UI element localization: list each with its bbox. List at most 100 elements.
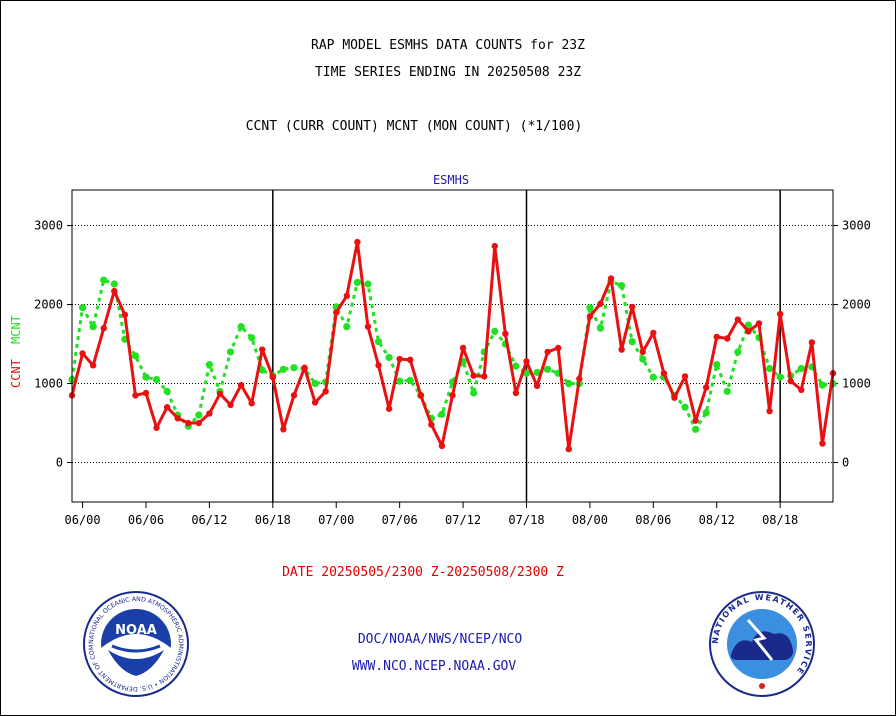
data-point-ccnt xyxy=(354,238,361,246)
data-point-mcnt xyxy=(776,373,784,381)
data-point-ccnt xyxy=(259,346,266,353)
data-point-ccnt xyxy=(544,348,551,356)
series-layer xyxy=(68,238,837,453)
y-tick-label-right: 3000 xyxy=(842,219,871,233)
data-point-mcnt xyxy=(311,379,319,388)
data-point-ccnt xyxy=(385,405,393,412)
data-point-mcnt xyxy=(237,323,245,331)
data-point-mcnt xyxy=(248,334,256,342)
data-point-mcnt xyxy=(205,360,214,369)
y-tick-label: 2000 xyxy=(34,298,63,312)
grid-lines xyxy=(72,190,833,502)
data-point-mcnt xyxy=(226,348,235,356)
axes: 0 0 1000 1000 2000 2000 3000 3000 06/00 06/06 06/1… xyxy=(34,219,871,527)
data-point-ccnt xyxy=(766,407,773,415)
data-point-ccnt xyxy=(776,310,784,318)
data-point-mcnt xyxy=(290,364,298,372)
data-point-mcnt xyxy=(89,323,97,331)
data-point-ccnt xyxy=(428,421,435,428)
chart-title-line-2: TIME SERIES ENDING IN 20250508 23Z xyxy=(314,65,582,80)
data-point-ccnt xyxy=(481,373,488,380)
x-tick-label: 08/18 xyxy=(762,513,798,527)
data-point-mcnt xyxy=(744,321,753,329)
data-point-ccnt xyxy=(79,350,86,357)
data-point-mcnt xyxy=(723,387,731,396)
data-point-mcnt xyxy=(279,365,287,373)
data-point-ccnt xyxy=(269,374,277,381)
data-point-ccnt xyxy=(724,335,731,342)
data-point-mcnt xyxy=(131,352,140,360)
data-point-ccnt xyxy=(216,390,224,397)
data-point-ccnt xyxy=(185,419,192,427)
data-point-mcnt xyxy=(649,373,657,381)
nco-website-link[interactable]: WWW.NCO.NCEP.NOAA.GOV xyxy=(351,659,517,674)
data-point-ccnt xyxy=(502,330,509,337)
data-point-ccnt xyxy=(206,410,213,417)
data-point-ccnt xyxy=(533,382,541,390)
data-point-ccnt xyxy=(459,344,467,352)
y-tick-label-right: 0 xyxy=(842,456,849,470)
data-point-ccnt xyxy=(702,384,710,391)
x-tick-label: 06/00 xyxy=(65,513,101,527)
x-tick-label: 08/06 xyxy=(635,513,671,527)
data-point-ccnt xyxy=(576,375,583,382)
data-point-mcnt xyxy=(152,375,161,384)
chart-title-line-1: RAP MODEL ESMHS DATA COUNTS for 23Z xyxy=(311,38,585,53)
data-point-mcnt xyxy=(565,379,573,388)
x-tick-label: 07/18 xyxy=(508,513,544,527)
data-point-ccnt xyxy=(808,339,816,346)
data-point-ccnt xyxy=(195,419,203,427)
y-tick-label-right: 2000 xyxy=(842,298,871,312)
nws-logo: NATIONAL WEATHER SERVICE xyxy=(709,591,815,697)
x-tick-label: 07/12 xyxy=(445,513,481,527)
data-point-mcnt xyxy=(628,338,636,346)
data-point-ccnt xyxy=(290,392,298,399)
data-point-mcnt xyxy=(713,360,721,369)
data-point-ccnt xyxy=(491,242,498,250)
data-point-mcnt xyxy=(100,276,108,284)
nco-org-link[interactable]: DOC/NOAA/NWS/NCEP/NCO xyxy=(357,632,523,647)
data-point-mcnt xyxy=(533,368,541,377)
data-point-ccnt xyxy=(449,392,456,399)
data-point-ccnt xyxy=(787,377,794,385)
data-point-mcnt xyxy=(734,348,742,356)
data-point-mcnt xyxy=(163,387,171,396)
data-point-mcnt xyxy=(702,409,710,417)
data-point-ccnt xyxy=(798,386,805,394)
data-point-mcnt xyxy=(544,365,552,373)
data-point-mcnt xyxy=(195,411,203,419)
data-point-ccnt xyxy=(89,362,97,369)
data-point-mcnt xyxy=(765,364,774,373)
x-tick-label: 06/12 xyxy=(191,513,227,527)
data-point-ccnt xyxy=(375,362,382,369)
data-point-ccnt xyxy=(713,333,720,341)
data-point-ccnt xyxy=(301,364,308,371)
data-point-mcnt xyxy=(374,338,383,346)
plot-title: ESMHS xyxy=(433,173,469,187)
data-point-mcnt xyxy=(596,324,605,332)
data-point-mcnt xyxy=(512,362,520,370)
data-point-ccnt xyxy=(745,328,752,335)
plot-border xyxy=(71,189,834,503)
y-axis-label-mcnt: MCNT xyxy=(9,315,23,344)
data-point-ccnt xyxy=(396,355,403,363)
data-point-ccnt xyxy=(153,424,160,431)
data-point-ccnt xyxy=(248,400,255,407)
data-point-ccnt xyxy=(237,381,245,389)
data-point-mcnt xyxy=(438,410,446,418)
data-point-ccnt xyxy=(111,287,118,295)
x-tick-label: 08/12 xyxy=(699,513,735,527)
date-range-label: DATE 20250505/2300 Z-20250508/2300 Z xyxy=(282,565,564,580)
data-point-mcnt xyxy=(406,376,414,384)
data-point-ccnt xyxy=(628,303,636,311)
data-point-mcnt xyxy=(343,323,351,331)
data-point-ccnt xyxy=(650,329,657,337)
data-point-ccnt xyxy=(755,320,763,327)
y-tick-label: 1000 xyxy=(34,377,63,391)
svg-text:NOAA: NOAA xyxy=(115,623,157,638)
data-point-mcnt xyxy=(364,280,372,288)
data-point-ccnt xyxy=(322,388,329,395)
data-point-ccnt xyxy=(311,399,319,406)
x-tick-label: 06/18 xyxy=(255,513,291,527)
